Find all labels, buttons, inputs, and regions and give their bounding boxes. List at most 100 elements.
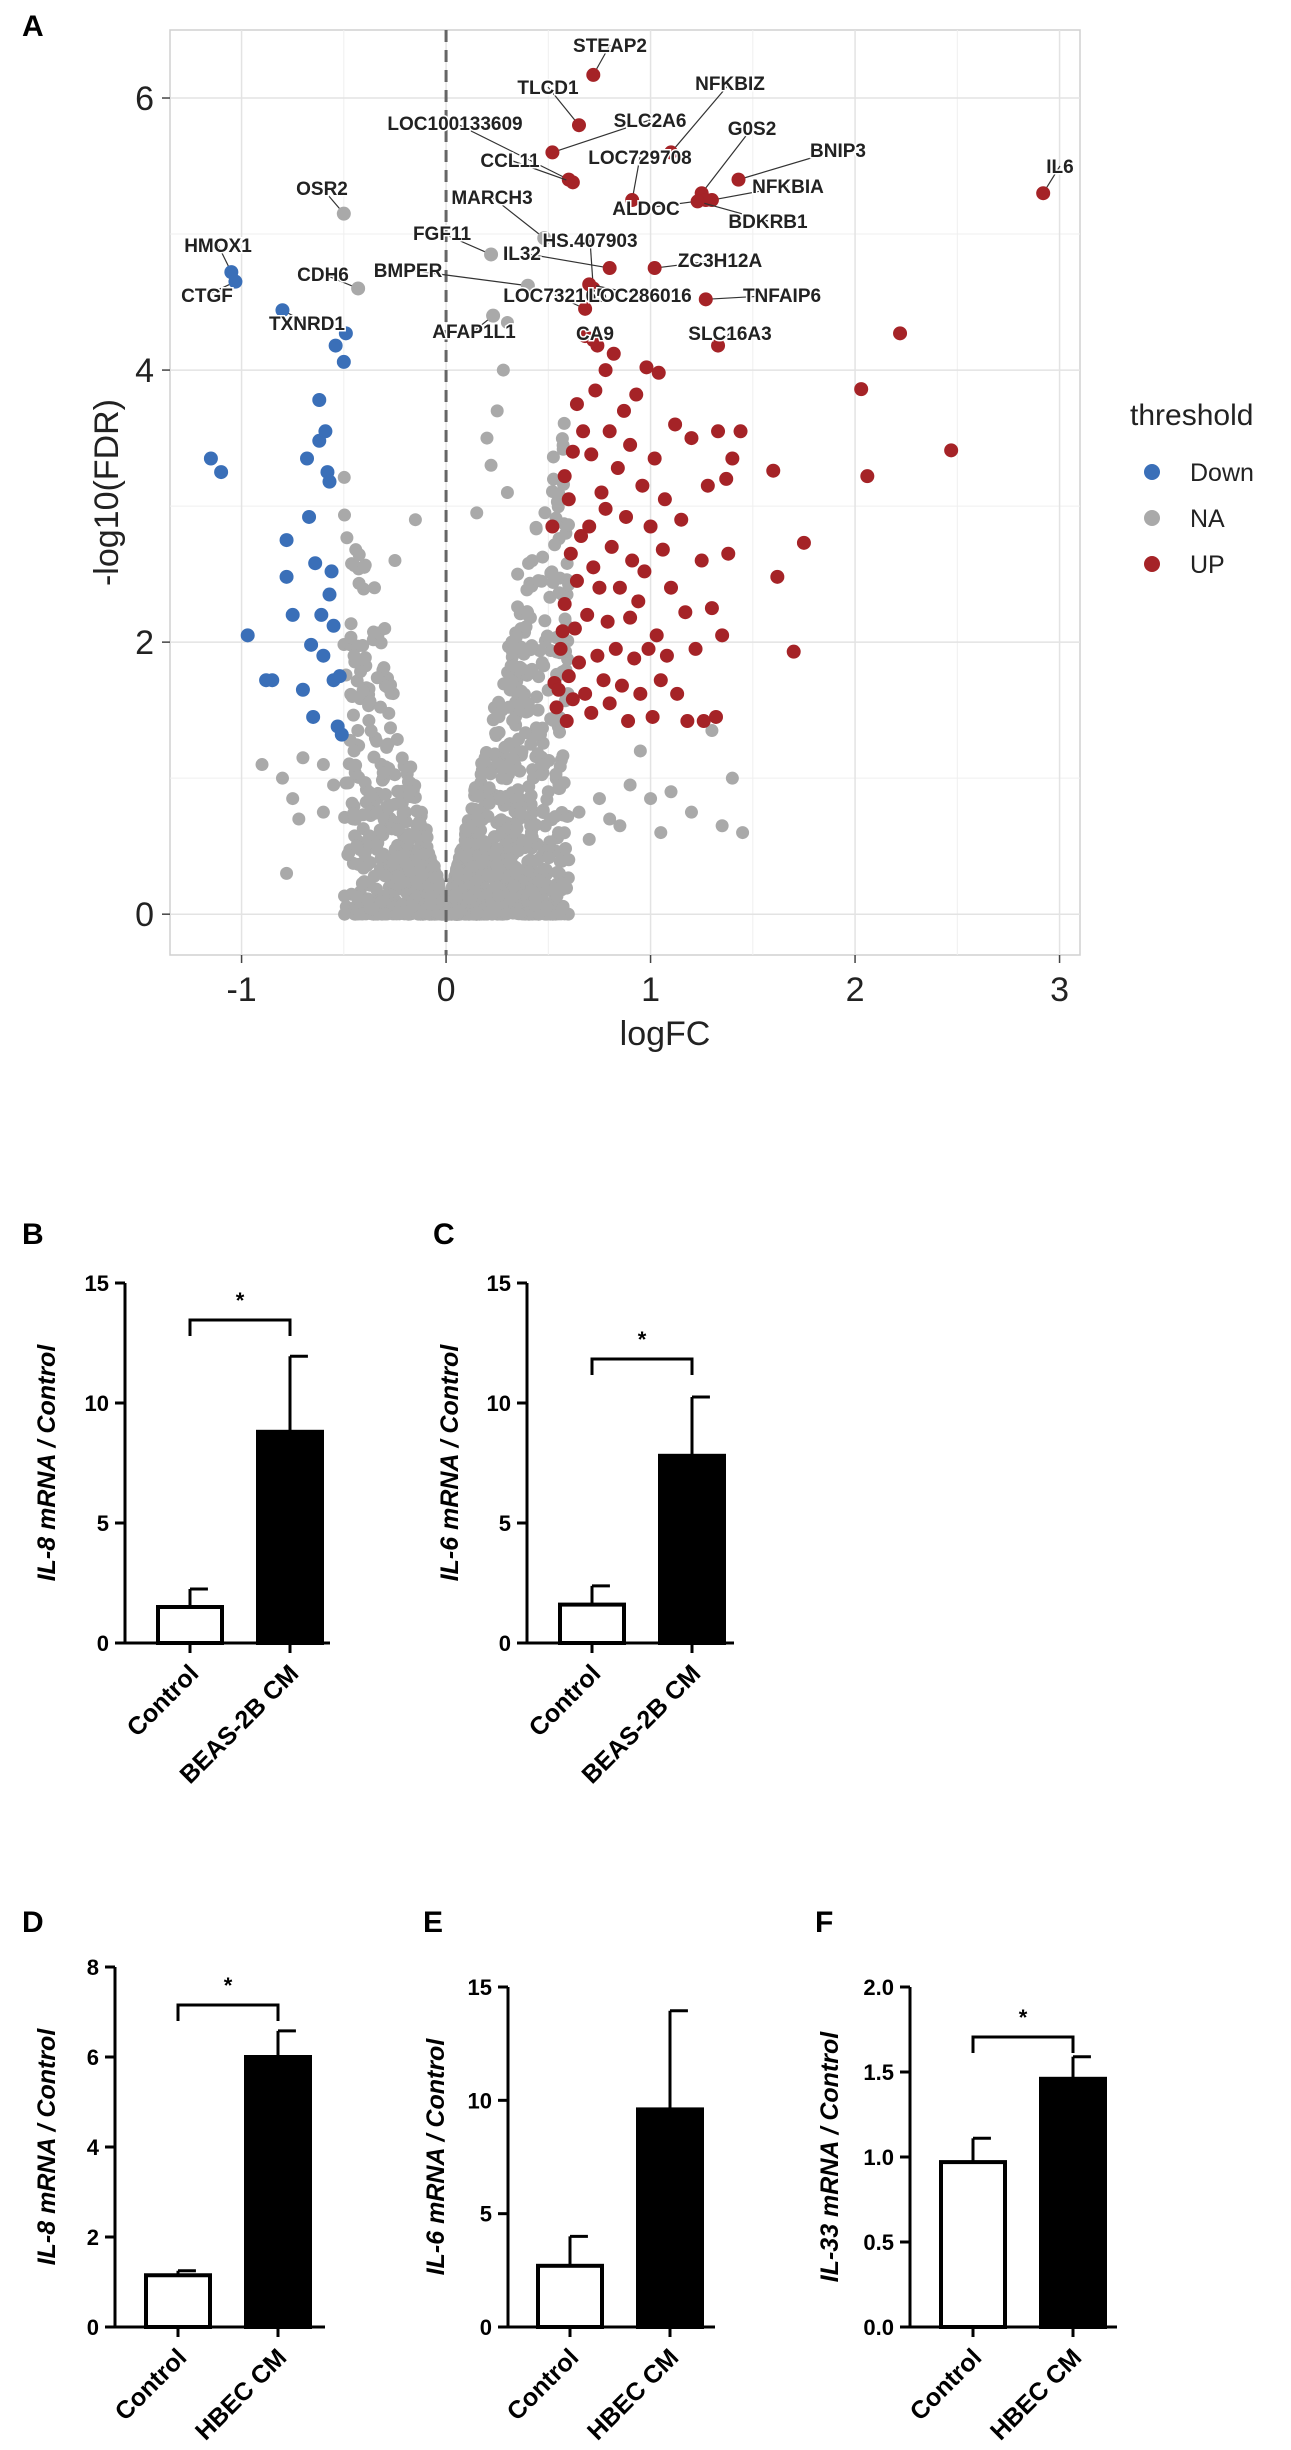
na-point xyxy=(736,826,750,840)
up-point xyxy=(670,686,685,701)
volcano-plot: -1 0 1 2 3 0 2 4 6 logFC -log10(FDR) STEAP2 TLCD1 NFK… xyxy=(88,29,1254,1053)
y-tick-label: 10 xyxy=(487,1391,511,1416)
na-point xyxy=(529,818,543,832)
up-point xyxy=(561,492,576,507)
up-point xyxy=(561,669,576,684)
down-point xyxy=(322,587,337,602)
up-point xyxy=(944,443,959,458)
up-point xyxy=(649,628,664,643)
na-point xyxy=(503,683,517,697)
gene-label-connector xyxy=(697,200,769,222)
na-point xyxy=(395,751,409,765)
y-axis-title: IL-8 mRNA / Control xyxy=(33,1344,61,1582)
na-point xyxy=(537,758,551,772)
up-point xyxy=(567,621,582,636)
na-point xyxy=(387,853,401,867)
labeled-gene-point xyxy=(520,278,535,293)
labeled-gene-point xyxy=(571,118,586,133)
y-axis-title: -log10(FDR) xyxy=(88,399,126,586)
na-point xyxy=(496,761,510,775)
up-point xyxy=(549,700,564,715)
na-point xyxy=(522,556,536,570)
up-point xyxy=(608,641,623,656)
significance-marker: * xyxy=(638,1327,647,1352)
na-point xyxy=(510,906,524,920)
na-point xyxy=(388,554,402,568)
down-point xyxy=(314,607,329,622)
up-point xyxy=(694,553,709,568)
na-point xyxy=(535,768,549,782)
na-point xyxy=(370,806,384,820)
gene-label-connector xyxy=(711,185,789,201)
up-point xyxy=(578,686,593,701)
up-point xyxy=(674,512,689,527)
down-point xyxy=(302,509,317,524)
up-point xyxy=(704,601,719,616)
x-category-label: Control xyxy=(110,2343,193,2426)
na-point xyxy=(423,897,437,911)
na-point xyxy=(482,781,496,795)
up-point xyxy=(602,424,617,439)
x-tick-label: 0 xyxy=(437,971,456,1009)
na-point xyxy=(316,805,330,819)
gene-label: CTGF xyxy=(181,286,233,307)
x-axis-title: logFC xyxy=(620,1015,711,1053)
down-point xyxy=(336,354,351,369)
na-point xyxy=(450,868,464,882)
gene-label-connector xyxy=(407,269,528,287)
up-point xyxy=(594,485,609,500)
up-point xyxy=(647,451,662,466)
y-tick-label: 0 xyxy=(87,2315,99,2340)
na-point xyxy=(404,760,418,774)
down-point xyxy=(279,533,294,548)
y-axis-title: IL-6 mRNA / Control xyxy=(422,2038,450,2276)
up-point xyxy=(893,326,908,341)
na-point xyxy=(490,404,504,418)
up-point xyxy=(555,624,570,639)
up-point xyxy=(584,705,599,720)
up-point xyxy=(653,673,668,688)
na-point xyxy=(552,826,566,840)
up-point xyxy=(598,363,613,378)
na-point xyxy=(538,614,552,628)
labeled-gene-point xyxy=(1036,186,1051,201)
down-point xyxy=(328,338,343,353)
up-point xyxy=(565,692,580,707)
up-point xyxy=(629,387,644,402)
up-point xyxy=(643,519,658,534)
na-point xyxy=(654,826,668,840)
up-point xyxy=(860,469,875,484)
na-point xyxy=(505,635,519,649)
significance-marker: * xyxy=(1019,2005,1028,2030)
up-point xyxy=(721,546,736,561)
na-point xyxy=(521,608,535,622)
x-tick-label: 2 xyxy=(846,971,865,1009)
na-point xyxy=(339,776,353,790)
na-point xyxy=(356,684,370,698)
na-point xyxy=(316,758,330,772)
na-point xyxy=(514,684,528,698)
gene-label-connector xyxy=(441,232,492,255)
na-point xyxy=(490,858,504,872)
labeled-gene-point xyxy=(578,301,593,316)
up-point xyxy=(645,709,660,724)
y-tick-label: 5 xyxy=(499,1511,511,1536)
y-tick-label: 15 xyxy=(468,1975,492,2000)
na-point xyxy=(352,548,366,562)
na-point xyxy=(542,851,556,865)
y-tick-label: 6 xyxy=(87,2045,99,2070)
panel-letter-a: A xyxy=(22,10,44,43)
gene-label: CA9 xyxy=(576,324,614,345)
na-point xyxy=(560,881,574,895)
na-point xyxy=(504,891,518,905)
up-point xyxy=(604,539,619,554)
down-point xyxy=(300,451,315,466)
na-point xyxy=(347,649,361,663)
gene-label-connector xyxy=(705,294,783,300)
na-point xyxy=(548,810,562,824)
na-point xyxy=(363,829,377,843)
x-category-label: Control xyxy=(122,1659,205,1742)
up-point xyxy=(770,569,785,584)
